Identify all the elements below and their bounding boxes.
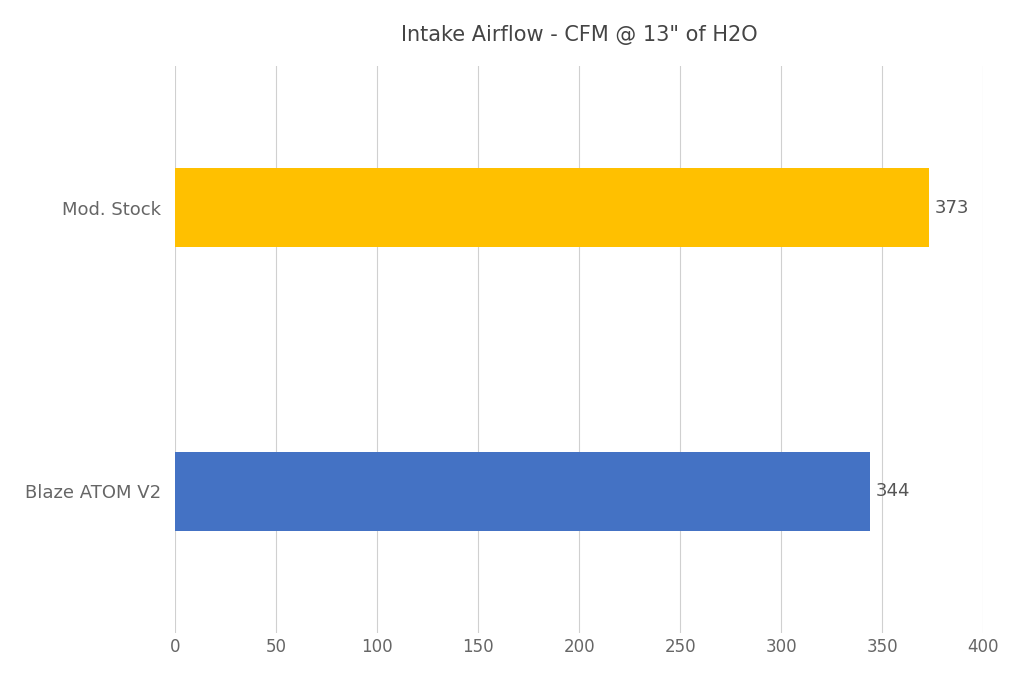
Title: Intake Airflow - CFM @ 13" of H2O: Intake Airflow - CFM @ 13" of H2O [400,25,758,45]
Bar [175,168,929,247]
Text: 373: 373 [935,199,970,217]
Text: 344: 344 [877,482,910,501]
Bar [175,452,870,531]
